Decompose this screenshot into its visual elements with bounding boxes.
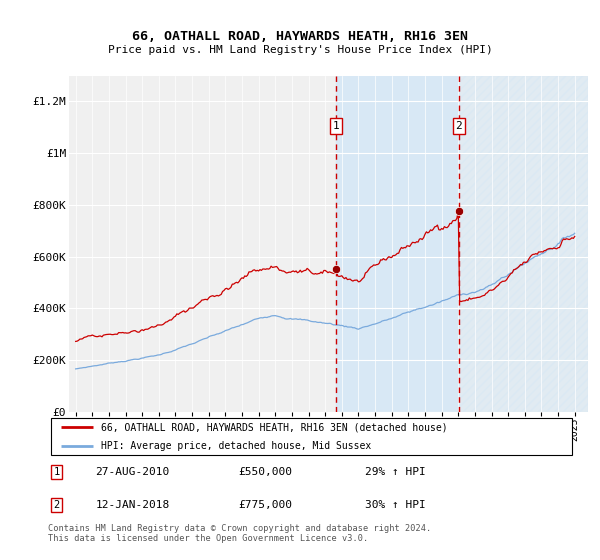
FancyBboxPatch shape [50, 418, 572, 455]
Bar [336, 76, 459, 412]
Text: 1: 1 [53, 467, 59, 477]
Text: Price paid vs. HM Land Registry's House Price Index (HPI): Price paid vs. HM Land Registry's House … [107, 45, 493, 55]
Text: £775,000: £775,000 [238, 500, 292, 510]
Text: 30% ↑ HPI: 30% ↑ HPI [365, 500, 425, 510]
Text: 2: 2 [53, 500, 59, 510]
Text: £550,000: £550,000 [238, 467, 292, 477]
Text: 66, OATHALL ROAD, HAYWARDS HEATH, RH16 3EN: 66, OATHALL ROAD, HAYWARDS HEATH, RH16 3… [132, 30, 468, 43]
Text: 2: 2 [455, 122, 462, 131]
Text: 29% ↑ HPI: 29% ↑ HPI [365, 467, 425, 477]
Text: 12-JAN-2018: 12-JAN-2018 [95, 500, 170, 510]
Bar [459, 76, 588, 412]
Text: 66, OATHALL ROAD, HAYWARDS HEATH, RH16 3EN (detached house): 66, OATHALL ROAD, HAYWARDS HEATH, RH16 3… [101, 422, 448, 432]
Text: 1: 1 [332, 122, 340, 131]
Text: HPI: Average price, detached house, Mid Sussex: HPI: Average price, detached house, Mid … [101, 441, 371, 451]
Text: Contains HM Land Registry data © Crown copyright and database right 2024.
This d: Contains HM Land Registry data © Crown c… [48, 524, 431, 543]
Text: 27-AUG-2010: 27-AUG-2010 [95, 467, 170, 477]
